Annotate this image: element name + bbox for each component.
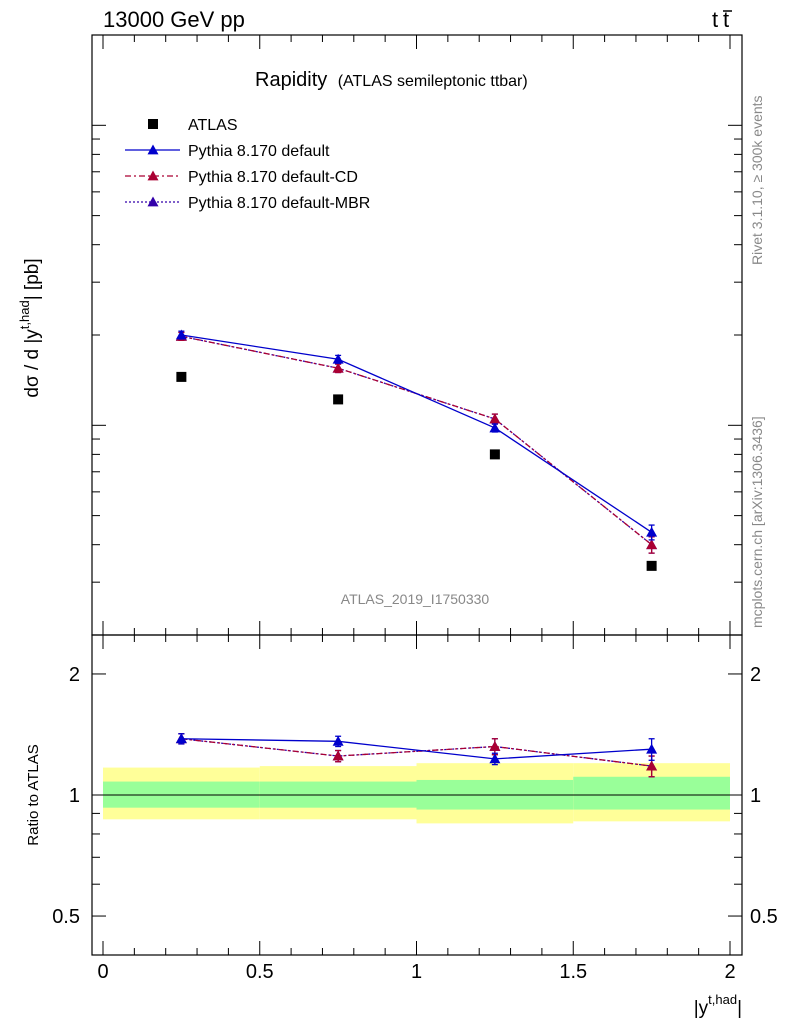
main-default-line: [181, 334, 652, 533]
header-antitop-quark: t: [723, 7, 729, 32]
main-atlas-point-0: [176, 371, 187, 382]
ratio-panel-series: [175, 733, 658, 778]
main-y-tick-label-0: 1: [69, 0, 80, 5]
ratio-cd-point-2: [489, 741, 501, 751]
ratio-band-inner-3: [573, 776, 730, 810]
ratio-y-axis-title: Ratio to ATLAS: [25, 744, 42, 845]
main-default-point-3: [646, 526, 658, 537]
legend-mbr-label: Pythia 8.170 default-MBR: [188, 195, 370, 212]
legend-cd-label: Pythia 8.170 default-CD: [188, 169, 358, 186]
x-axis-title-sup: t,had: [708, 992, 737, 1007]
legend-mbr-marker: [147, 196, 159, 207]
main-cd-point-1: [332, 362, 344, 373]
plot-title: Rapidity (ATLAS semileptonic ttbar): [255, 69, 528, 91]
x-tick-label-3: 1.5: [559, 961, 587, 983]
ratio-cd-point-1: [332, 750, 344, 761]
plot-title-sub: (ATLAS semileptonic ttbar): [338, 73, 528, 90]
ratio-y-tick-label-right-1: 1: [750, 785, 761, 807]
main-default-point-2: [489, 422, 501, 433]
main-y-axis-title-a: dσ / d |y: [22, 329, 43, 398]
legend-cd-marker: [147, 170, 159, 181]
analysis-id-label: ATLAS_2019_I1750330: [341, 591, 490, 607]
main-y-axis-title: dσ / d |yt,had| [pb]: [17, 258, 43, 397]
plot-title-main: Rapidity: [255, 69, 327, 91]
x-axis-title-b: |: [737, 998, 742, 1019]
axis-ticks: [92, 34, 742, 956]
main-cd-point-2: [489, 413, 501, 424]
ratio-cd-line: [181, 738, 652, 767]
main-cd-line: [181, 335, 653, 546]
rivet-version-label: Rivet 3.1.10, ≥ 300k events: [749, 95, 765, 265]
ratio-y-tick-label-left-1: 1: [69, 785, 80, 807]
ratio-default-line: [181, 738, 652, 760]
ratio-mbr-line: [181, 738, 652, 767]
main-atlas-point-2: [489, 449, 500, 460]
x-tick-label-1: 0.5: [246, 961, 274, 983]
ratio-y-tick-label-right-0: 0.5: [750, 906, 778, 928]
main-cd-point-3: [646, 539, 658, 550]
ratio-y-tick-label-right-2: 2: [750, 664, 761, 686]
legend-atlas-marker: [148, 119, 158, 129]
legend-atlas-label: ATLAS: [188, 117, 238, 134]
main-default-point-0: [175, 329, 187, 340]
main-atlas-point-3: [646, 560, 657, 571]
x-axis-title-a: |y: [694, 998, 709, 1019]
main-y-axis-title-sup: t,had: [17, 300, 32, 329]
mcplots-source-label: mcplots.cern.ch [arXiv:1306.3436]: [749, 416, 765, 628]
x-axis-title: |yt,had|: [694, 992, 742, 1019]
ratio-default-point-0: [175, 733, 187, 744]
x-tick-label-4: 2: [724, 961, 735, 983]
legend-default-label: Pythia 8.170 default: [188, 143, 330, 160]
ratio-default-point-3: [646, 743, 658, 754]
main-y-axis-title-b: | [pb]: [22, 258, 43, 300]
ratio-y-tick-label-left-2: 2: [69, 664, 80, 686]
ratio-default-point-1: [332, 735, 344, 746]
ratio-y-tick-label-left-0: 0.5: [52, 906, 80, 928]
main-panel-series: [175, 329, 658, 571]
header-energy-label: 13000 GeV pp: [103, 7, 245, 32]
ratio-default-point-2: [489, 753, 501, 764]
legend: ATLAS Pythia 8.170 default Pythia 8.170 de…: [125, 117, 370, 212]
main-y-tick-label-1: 10: [58, 0, 80, 5]
main-default-point-1: [332, 353, 344, 364]
svg-text:dσ / d |yt,had| [pb]: dσ / d |yt,had| [pb]: [17, 258, 43, 397]
x-tick-label-0: 0: [97, 961, 108, 983]
ratio-uncertainty-bands: [103, 763, 730, 824]
main-mbr-line: [181, 335, 653, 546]
ratio-cd-point-3: [646, 760, 658, 771]
header-process-label: t t: [712, 7, 732, 32]
main-atlas-point-1: [333, 394, 344, 405]
x-tick-label-2: 1: [411, 961, 422, 983]
header-top-quark: t: [712, 7, 718, 32]
legend-default-marker: [147, 144, 159, 155]
